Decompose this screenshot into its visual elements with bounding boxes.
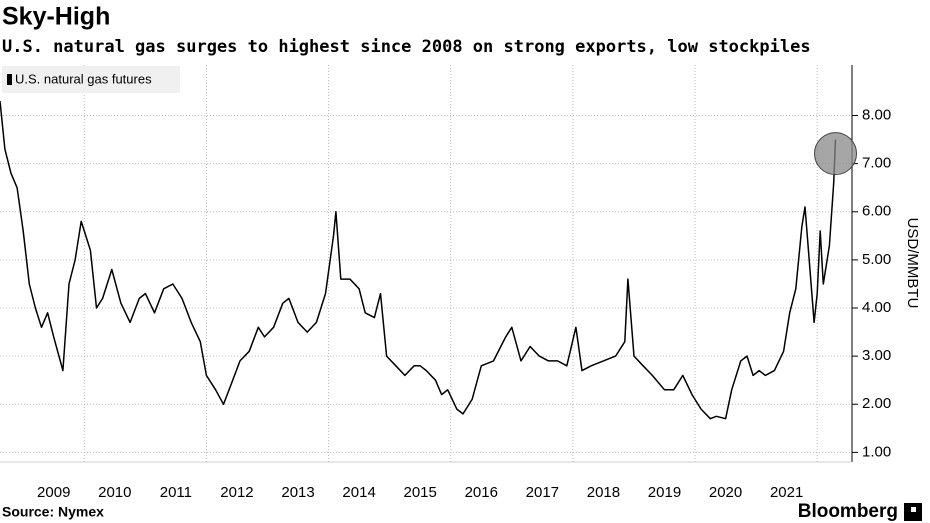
y-axis-label: USD/MMBTU <box>904 218 921 309</box>
legend-label: U.S. natural gas futures <box>15 71 152 86</box>
line-series <box>0 101 837 420</box>
x-tick-label: 2017 <box>526 484 559 501</box>
y-tick-label: 4.00 <box>862 299 891 316</box>
x-tick-label: 2014 <box>342 484 375 501</box>
x-tick-label: 2015 <box>404 484 437 501</box>
x-tick-label: 2009 <box>37 484 70 501</box>
y-tick-label: 2.00 <box>862 395 891 412</box>
x-tick-label: 2013 <box>281 484 314 501</box>
y-tick-label: 1.00 <box>862 443 891 460</box>
chart-subtitle: U.S. natural gas surges to highest since… <box>2 37 811 57</box>
y-tick-label: 5.00 <box>862 251 891 268</box>
chart-title: Sky-High <box>2 3 110 31</box>
x-tick-label: 2016 <box>465 484 498 501</box>
x-tick-label: 2011 <box>160 484 192 501</box>
brand: Bloomberg <box>798 501 898 522</box>
x-tick-label: 2012 <box>220 484 253 501</box>
y-tick-label: 3.00 <box>862 347 891 364</box>
source: Source: Nymex <box>2 504 104 520</box>
y-tick-label: 6.00 <box>862 203 891 220</box>
x-tick-label: 2020 <box>709 484 742 501</box>
y-tick-label: 7.00 <box>862 155 891 172</box>
legend-box <box>2 66 180 93</box>
y-tick-label: 8.00 <box>862 106 891 123</box>
x-tick-label: 2010 <box>98 484 131 501</box>
x-tick-label: 2018 <box>587 484 620 501</box>
x-tick-label: 2021 <box>770 484 803 501</box>
x-tick-label: 2019 <box>648 484 681 501</box>
highlight-circle <box>814 132 858 176</box>
legend-swatch <box>7 74 12 85</box>
brand-icon-detail <box>911 507 916 512</box>
